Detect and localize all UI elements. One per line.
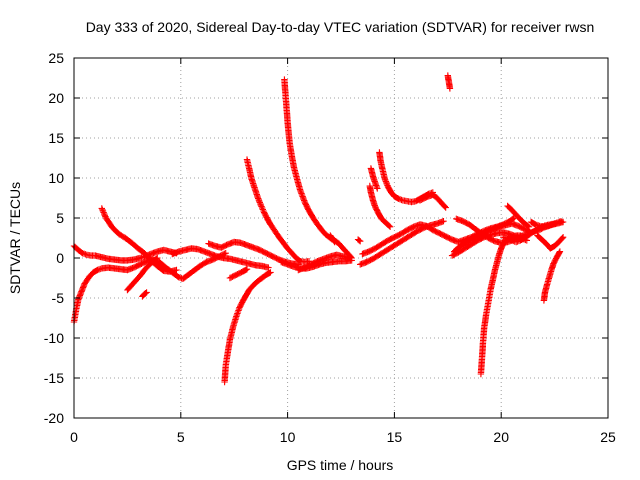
tick-layer: 0 5 10 15 20 25 -20 -15 -10 -5 0 5 10 15 20 25	[44, 50, 616, 445]
x-tick-label: 10	[280, 429, 296, 445]
data-points-arc-e	[139, 289, 150, 300]
data-points-arc-c	[98, 205, 180, 275]
y-axis-label: SDTVAR / TECUs	[7, 182, 23, 294]
data-points-arc-v	[416, 191, 449, 211]
y-tick-label: 0	[56, 250, 64, 266]
data-points-arc-ae	[527, 218, 565, 230]
data-points-arc-n	[327, 232, 338, 246]
y-tick-label: 15	[48, 130, 64, 146]
series-arc-u	[444, 72, 454, 92]
y-tick-label: 20	[48, 90, 64, 106]
series-arc-ae	[527, 218, 565, 230]
x-tick-label: 0	[70, 429, 78, 445]
y-tick-label: -20	[44, 410, 64, 426]
y-tick-label: 5	[56, 210, 64, 226]
x-tick-label: 25	[600, 429, 616, 445]
data-points-arc-j	[243, 156, 313, 266]
series-arc-d	[124, 254, 161, 294]
series-arc-i	[226, 266, 251, 282]
data-points-arc-h	[221, 269, 274, 386]
data-points-arc-i	[226, 266, 251, 282]
x-axis-label: GPS time / hours	[287, 457, 394, 473]
data-points-arc-ab	[504, 202, 533, 230]
series-arc-ad	[540, 248, 564, 304]
x-tick-label: 15	[387, 429, 403, 445]
series-arc-o	[354, 236, 364, 245]
data-points-arc-m	[295, 251, 353, 274]
y-tick-label: -5	[52, 290, 65, 306]
series-arc-e	[139, 289, 150, 300]
x-tick-label: 5	[177, 429, 185, 445]
data-points-arc-f	[169, 245, 272, 271]
plot-frame	[73, 57, 609, 419]
y-tick-label: 10	[48, 170, 64, 186]
data-points-arc-d	[124, 254, 161, 294]
y-tick-label: -15	[44, 370, 64, 386]
data-points-arc-ad	[540, 248, 564, 304]
series-arc-j	[243, 156, 313, 266]
data-points-arc-r	[366, 182, 394, 230]
series-arc-ab	[504, 202, 533, 230]
y-tick-label: 25	[48, 50, 64, 66]
data-points-arc-o	[354, 236, 364, 245]
series-arc-h	[221, 269, 274, 386]
series-arc-v	[416, 191, 449, 211]
series-arc-f	[169, 245, 272, 271]
series-arc-n	[327, 232, 338, 246]
data-points-arc-ac	[534, 232, 567, 252]
series-arc-r	[366, 182, 394, 230]
y-tick-label: -10	[44, 330, 64, 346]
series-arc-ac	[534, 232, 567, 252]
data-points-arc-s	[367, 165, 381, 192]
series-arc-m	[295, 251, 353, 274]
series-arc-c	[98, 205, 180, 275]
chart-title: Day 333 of 2020, Sidereal Day-to-day VTE…	[86, 19, 595, 35]
series-arc-s	[367, 165, 381, 192]
data-points-arc-k	[281, 76, 355, 262]
x-tick-label: 20	[493, 429, 509, 445]
data-points-arc-u	[444, 72, 454, 92]
series-arc-k	[281, 76, 355, 262]
